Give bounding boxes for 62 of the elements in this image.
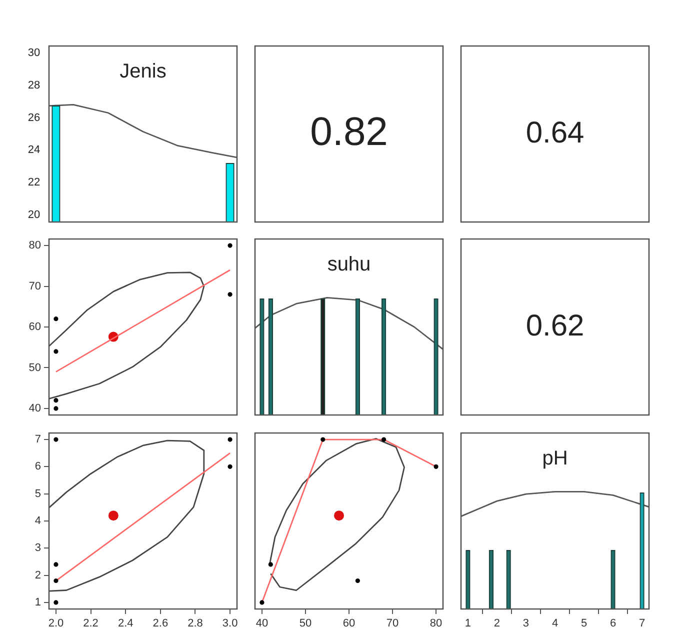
y-tick-label: 40: [28, 402, 41, 415]
point: [54, 562, 58, 567]
point: [54, 398, 58, 403]
x-tick-label: 1: [464, 618, 472, 630]
point: [268, 562, 273, 567]
x-tick-label: 4: [552, 618, 558, 630]
point: [228, 243, 232, 248]
y-tick-label: 6: [34, 460, 41, 473]
y-tick-label: 2: [34, 569, 41, 582]
point: [228, 437, 232, 442]
y-tick-label: 4: [34, 515, 41, 528]
x-tick-label: 6: [610, 618, 616, 630]
x-tick-label: 3: [522, 618, 530, 630]
text: 30: [28, 47, 40, 60]
text: 26: [28, 112, 40, 124]
x-tick-label: 70: [386, 618, 399, 630]
x-tick-label: 3.0: [222, 618, 238, 630]
x-tick-label: 2.2: [83, 618, 98, 630]
y-tick-label: 70: [28, 280, 41, 292]
text: 0.82: [310, 110, 388, 154]
y-tick-label: 80: [28, 240, 41, 252]
chart-title: Jenis: [120, 60, 166, 83]
x-tick-label: 2.6: [152, 618, 168, 630]
text: 24: [28, 144, 40, 156]
point: [54, 600, 58, 605]
point: [334, 510, 344, 521]
x-tick-label: 50: [299, 618, 312, 630]
point: [54, 349, 58, 354]
x-tick-label: 5: [580, 618, 588, 630]
x-tick-label: 2.4: [118, 618, 134, 630]
x-tick-label: 7: [638, 618, 646, 630]
point: [54, 406, 58, 411]
y-tick-label: 50: [28, 362, 41, 374]
y-tick-label: 1: [34, 596, 41, 609]
text: 20: [28, 209, 40, 222]
chart-title: pH: [542, 448, 568, 470]
point: [54, 437, 58, 442]
point: [260, 600, 264, 605]
y-tick-label: 5: [34, 488, 41, 500]
x-tick-label: 2.0: [48, 618, 64, 630]
text: 28: [28, 79, 40, 92]
x-tick-label: 40: [256, 618, 268, 630]
x-tick-label: 60: [342, 618, 356, 630]
text: 0.64: [526, 116, 584, 150]
y-tick-label: 7: [34, 434, 41, 446]
point: [355, 578, 360, 584]
y-tick-label: 3: [34, 542, 41, 554]
point: [54, 316, 58, 322]
point: [228, 464, 232, 469]
point: [382, 437, 386, 442]
point: [434, 464, 438, 469]
x-tick-label: 2: [494, 618, 500, 630]
x-tick-label: 2.8: [188, 618, 203, 630]
y-tick-label: 60: [28, 321, 41, 334]
point: [320, 437, 326, 442]
point: [108, 510, 118, 521]
x-tick-label: 80: [430, 618, 442, 630]
point: [54, 578, 58, 584]
point: [228, 292, 232, 297]
chart-title: suhu: [327, 254, 371, 276]
text: 22: [28, 176, 40, 189]
text: 0.62: [526, 309, 584, 342]
